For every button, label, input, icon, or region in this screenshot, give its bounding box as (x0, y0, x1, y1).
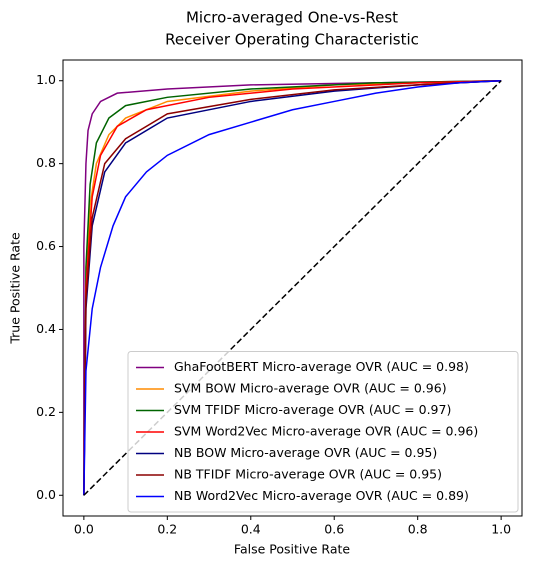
x-axis-label: False Positive Rate (234, 542, 350, 557)
y-axis-label: True Positive Rate (8, 232, 23, 345)
plot-frame (62, 59, 523, 517)
roc-curve (83, 79, 502, 496)
y-tick-label: 0.0 (36, 487, 56, 502)
x-tick-label: 0.0 (74, 522, 94, 537)
roc-curve (83, 79, 502, 496)
y-tick-label: 0.6 (36, 238, 56, 253)
roc-curve (83, 79, 502, 496)
legend-label: SVM BOW Micro-average OVR (AUC = 0.96) (174, 381, 447, 396)
chart-title: Micro-averaged One-vs-Rest (186, 9, 398, 27)
y-tick-label: 0.2 (36, 404, 56, 419)
legend: GhaFootBERT Micro-average OVR (AUC = 0.9… (127, 351, 519, 513)
x-tick-label: 1.0 (491, 522, 511, 537)
chance-line (83, 80, 502, 496)
x-tick-label: 0.2 (157, 522, 177, 537)
legend-label: NB TFIDF Micro-average OVR (AUC = 0.95) (174, 467, 442, 482)
legend-label: GhaFootBERT Micro-average OVR (AUC = 0.9… (174, 359, 469, 374)
y-tick-label: 0.8 (36, 155, 56, 170)
chart-title: Receiver Operating Characteristic (165, 31, 419, 49)
x-tick-label: 0.8 (408, 522, 428, 537)
legend-label: NB Word2Vec Micro-average OVR (AUC = 0.8… (174, 488, 469, 503)
roc-curve (83, 79, 502, 496)
y-tick-label: 0.4 (36, 321, 56, 336)
legend-label: NB BOW Micro-average OVR (AUC = 0.95) (174, 445, 437, 460)
roc-curve (83, 79, 502, 496)
legend-label: SVM Word2Vec Micro-average OVR (AUC = 0.… (174, 424, 478, 439)
x-tick-label: 0.6 (324, 522, 344, 537)
y-tick-label: 1.0 (36, 72, 56, 87)
legend-box (127, 351, 519, 513)
x-tick-label: 0.4 (241, 522, 261, 537)
legend-label: SVM TFIDF Micro-average OVR (AUC = 0.97) (174, 402, 451, 417)
